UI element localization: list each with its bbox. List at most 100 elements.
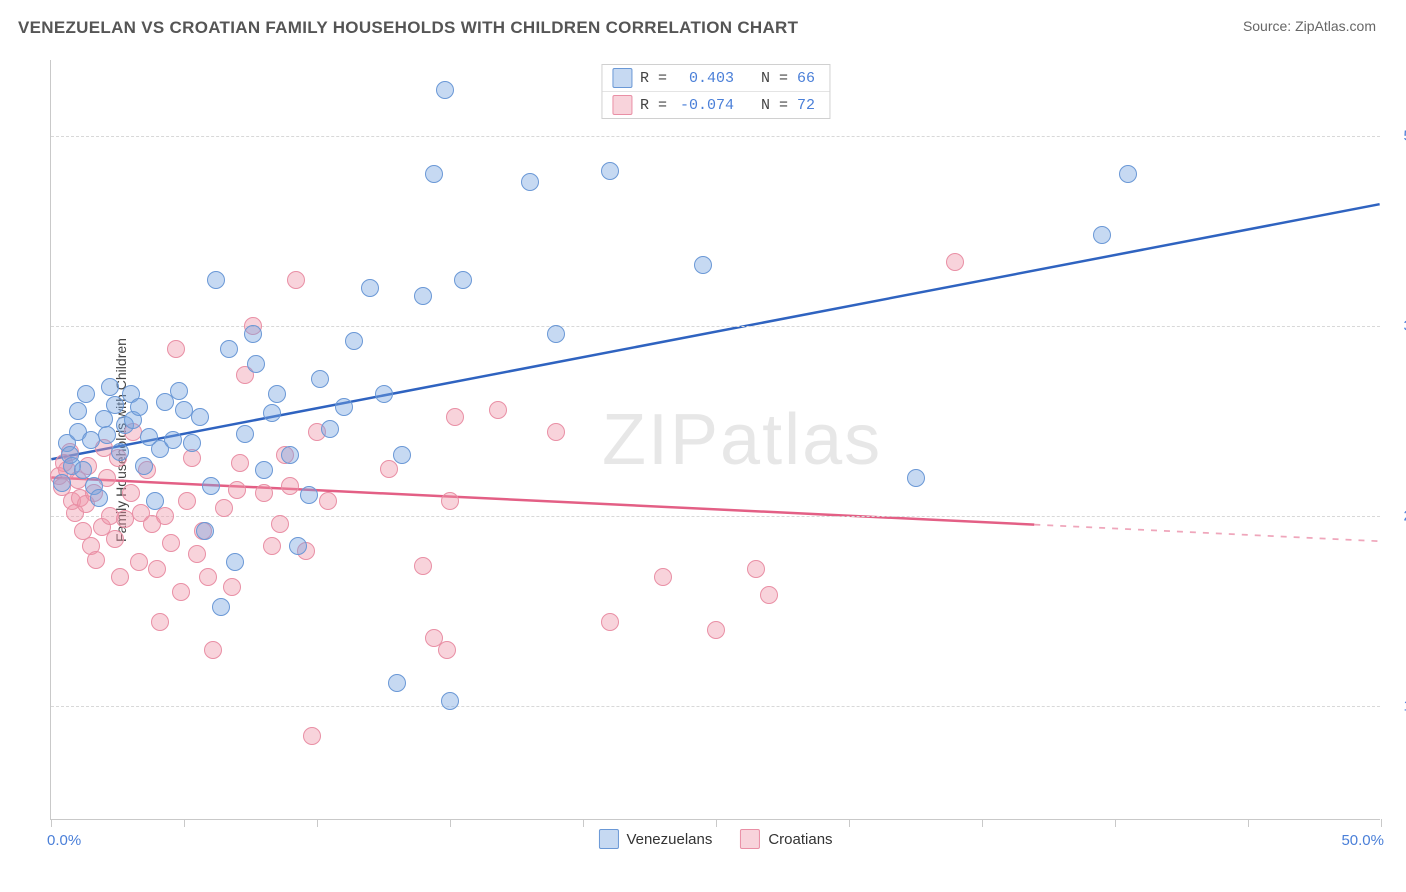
data-point [1119,165,1137,183]
x-tick [716,819,717,827]
data-point [162,534,180,552]
data-point [335,398,353,416]
data-point [425,165,443,183]
data-point [271,515,289,533]
legend-item: Croatians [740,829,832,849]
data-point [228,481,246,499]
data-point [255,461,273,479]
data-point [601,162,619,180]
data-point [388,674,406,692]
data-point [289,537,307,555]
scatter-chart: Family Households with Children ZIPatlas… [50,60,1380,820]
data-point [167,340,185,358]
x-tick [982,819,983,827]
watermark: ZIPatlas [602,399,882,481]
data-point [215,499,233,517]
stats-text: R = 0.403 N = 66 [640,70,815,87]
data-point [547,325,565,343]
data-point [188,545,206,563]
data-point [164,431,182,449]
data-point [178,492,196,510]
data-point [135,457,153,475]
data-point [281,446,299,464]
data-point [436,81,454,99]
x-tick [317,819,318,827]
stats-row: R = -0.074 N = 72 [602,91,829,118]
data-point [207,271,225,289]
data-point [946,253,964,271]
data-point [707,621,725,639]
legend-swatch [598,829,618,849]
data-point [375,385,393,403]
data-point [87,551,105,569]
series-swatch [612,95,632,115]
y-tick-label: 12.5% [1386,698,1406,715]
data-point [255,484,273,502]
x-tick [1381,819,1382,827]
data-point [547,423,565,441]
data-point [69,402,87,420]
x-axis-min-label: 0.0% [47,832,81,849]
data-point [601,613,619,631]
data-point [90,489,108,507]
data-point [393,446,411,464]
data-point [151,613,169,631]
source-label: Source: [1243,18,1295,34]
data-point [300,486,318,504]
data-point [148,560,166,578]
data-point [77,385,95,403]
y-tick-label: 37.5% [1386,318,1406,335]
data-point [454,271,472,289]
y-tick-label: 25.0% [1386,508,1406,525]
data-point [907,469,925,487]
data-point [191,408,209,426]
x-tick [1248,819,1249,827]
legend-label: Venezuelans [626,831,712,848]
data-point [101,378,119,396]
data-point [226,553,244,571]
x-tick [583,819,584,827]
data-point [122,484,140,502]
data-point [489,401,507,419]
data-point [111,568,129,586]
legend-label: Croatians [768,831,832,848]
data-point [760,586,778,604]
data-point [170,382,188,400]
data-point [199,568,217,586]
data-point [268,385,286,403]
data-point [380,460,398,478]
data-point [311,370,329,388]
data-point [223,578,241,596]
data-point [231,454,249,472]
data-point [146,492,164,510]
legend-item: Venezuelans [598,829,712,849]
grid-line [51,516,1380,517]
data-point [345,332,363,350]
data-point [106,530,124,548]
data-point [446,408,464,426]
data-point [321,420,339,438]
data-point [172,583,190,601]
data-point [654,568,672,586]
grid-line [51,706,1380,707]
data-point [183,434,201,452]
chart-title: VENEZUELAN VS CROATIAN FAMILY HOUSEHOLDS… [18,18,798,38]
legend-swatch [740,829,760,849]
data-point [130,553,148,571]
stats-row: R = 0.403 N = 66 [602,65,829,91]
data-point [220,340,238,358]
data-point [156,507,174,525]
data-point [212,598,230,616]
source-attribution: Source: ZipAtlas.com [1243,18,1376,34]
data-point [236,425,254,443]
data-point [303,727,321,745]
x-tick [1115,819,1116,827]
x-axis-max-label: 50.0% [1341,832,1384,849]
data-point [196,522,214,540]
data-point [98,426,116,444]
data-point [414,287,432,305]
x-tick [849,819,850,827]
y-tick-label: 50.0% [1386,128,1406,145]
data-point [361,279,379,297]
source-value: ZipAtlas.com [1295,18,1376,34]
